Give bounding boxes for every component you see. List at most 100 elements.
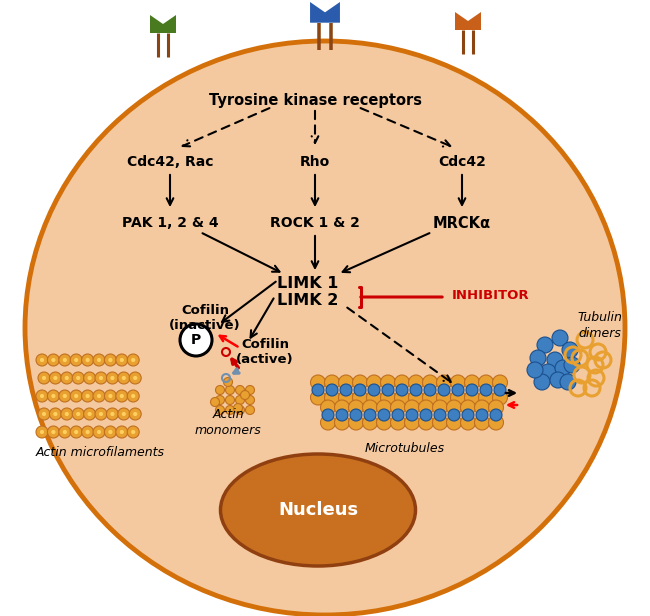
Circle shape [462,409,474,421]
Circle shape [226,386,235,394]
Circle shape [392,409,404,421]
Circle shape [352,375,367,390]
Circle shape [42,412,46,416]
Circle shape [216,386,224,394]
Circle shape [376,400,391,415]
Circle shape [391,415,406,430]
Circle shape [105,354,116,366]
Circle shape [127,390,139,402]
Circle shape [494,384,506,396]
Circle shape [88,376,92,380]
Circle shape [478,390,493,405]
Circle shape [396,384,408,396]
Circle shape [38,408,50,420]
Circle shape [70,390,82,402]
Text: INHIBITOR: INHIBITOR [452,288,530,301]
Circle shape [72,408,84,420]
Circle shape [339,375,354,390]
Circle shape [235,386,244,394]
Circle shape [133,376,137,380]
Circle shape [540,364,556,380]
Circle shape [58,426,71,438]
Circle shape [51,430,55,434]
Circle shape [120,430,124,434]
Circle shape [99,376,103,380]
Ellipse shape [25,41,625,615]
Circle shape [127,354,139,366]
Circle shape [53,376,57,380]
Circle shape [460,415,476,430]
Circle shape [93,426,105,438]
Circle shape [40,394,44,398]
Circle shape [380,375,395,390]
Circle shape [527,362,543,378]
Circle shape [49,408,61,420]
Circle shape [476,409,488,421]
Circle shape [95,408,107,420]
Circle shape [226,405,235,415]
Circle shape [460,400,476,415]
Circle shape [552,330,568,346]
Circle shape [118,408,130,420]
Circle shape [97,358,101,362]
Circle shape [246,395,255,405]
Circle shape [465,390,480,405]
Circle shape [62,430,67,434]
Circle shape [437,390,452,405]
Circle shape [105,426,116,438]
Circle shape [363,415,378,430]
Circle shape [216,395,224,405]
Circle shape [493,375,508,390]
Circle shape [466,384,478,396]
Text: Microtubules: Microtubules [365,442,445,455]
Circle shape [354,384,366,396]
Circle shape [564,357,580,373]
Circle shape [555,360,571,376]
Circle shape [131,394,135,398]
Circle shape [450,390,465,405]
Text: ROCK 1 & 2: ROCK 1 & 2 [270,216,360,230]
Circle shape [312,384,324,396]
Circle shape [452,384,464,396]
Circle shape [233,403,242,413]
Circle shape [489,400,504,415]
Circle shape [74,358,78,362]
Circle shape [376,415,391,430]
Circle shape [419,415,434,430]
Ellipse shape [220,454,415,566]
Circle shape [47,390,59,402]
Text: Actin microfilaments: Actin microfilaments [36,445,164,458]
Circle shape [82,426,94,438]
Circle shape [378,409,390,421]
Circle shape [408,390,424,405]
Circle shape [422,390,437,405]
Circle shape [216,405,224,415]
Circle shape [404,415,419,430]
Circle shape [36,390,48,402]
Circle shape [109,358,112,362]
Text: LIMK 2: LIMK 2 [278,293,339,307]
Circle shape [62,358,67,362]
Circle shape [47,426,59,438]
Circle shape [348,415,363,430]
Circle shape [324,390,339,405]
Circle shape [93,354,105,366]
Text: Cofilin
(active): Cofilin (active) [236,338,294,367]
Circle shape [224,378,233,386]
Polygon shape [150,15,176,33]
Circle shape [129,408,141,420]
Circle shape [211,397,220,407]
Circle shape [419,400,434,415]
Circle shape [109,394,112,398]
Circle shape [380,390,395,405]
Circle shape [438,384,450,396]
Circle shape [118,372,130,384]
Circle shape [350,409,362,421]
Circle shape [311,390,326,405]
Circle shape [116,426,128,438]
Circle shape [235,395,244,405]
Circle shape [322,409,334,421]
Circle shape [53,412,57,416]
Circle shape [422,375,437,390]
Circle shape [530,350,546,366]
